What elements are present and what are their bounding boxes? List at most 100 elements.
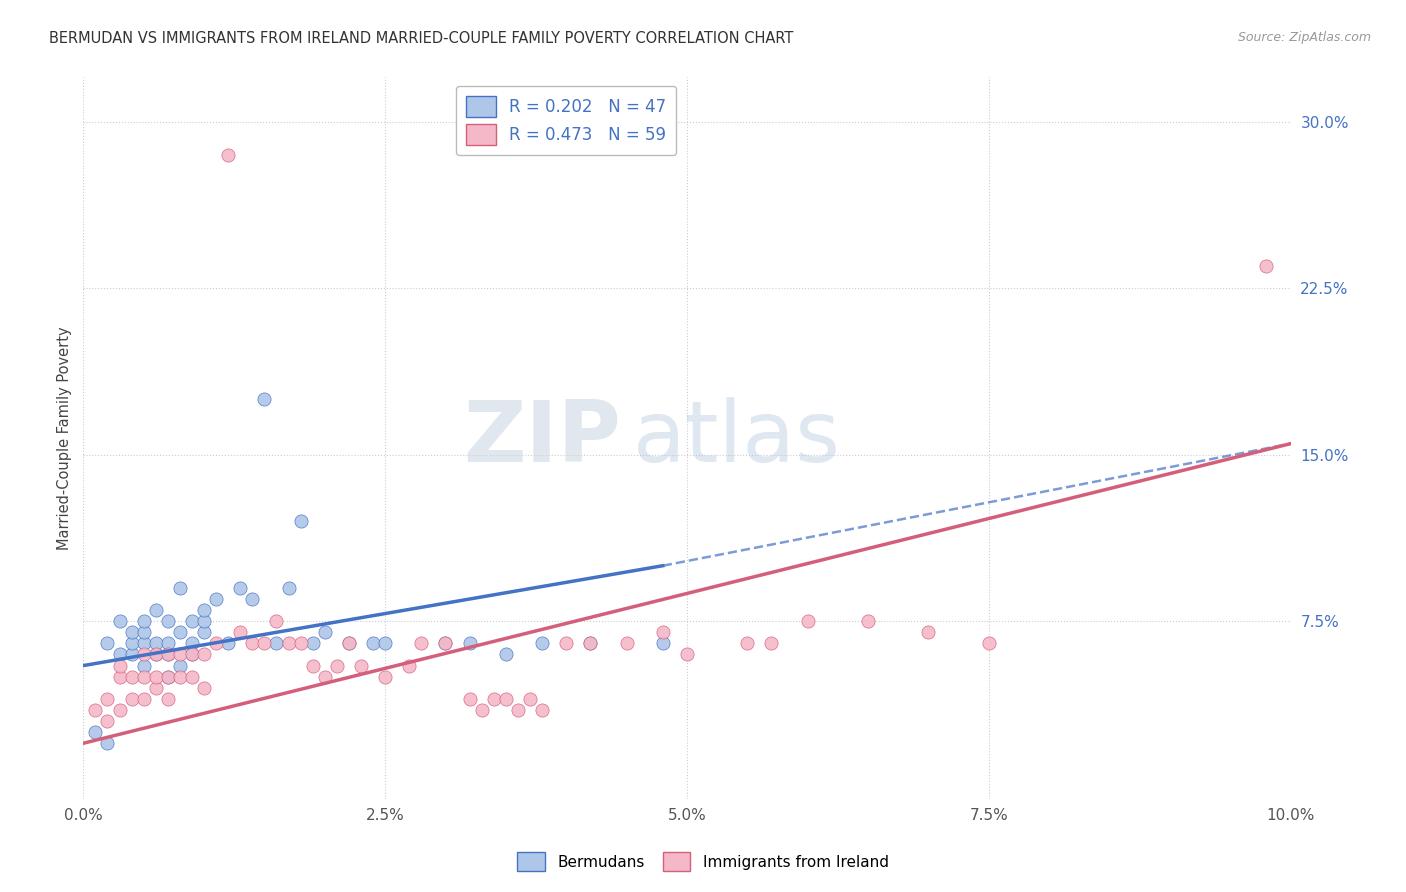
Point — [290, 514, 312, 528]
Point — [229, 581, 252, 595]
Point — [205, 592, 228, 607]
Point — [651, 625, 673, 640]
Point — [411, 636, 433, 650]
Point — [217, 636, 239, 650]
Point — [506, 703, 529, 717]
Point — [108, 658, 131, 673]
Point — [145, 648, 167, 662]
Point — [169, 648, 191, 662]
Point — [108, 670, 131, 684]
Point — [471, 703, 494, 717]
Point — [169, 658, 191, 673]
Point — [495, 692, 517, 706]
Point — [314, 625, 336, 640]
Point — [651, 636, 673, 650]
Point — [676, 648, 699, 662]
Point — [132, 625, 155, 640]
Point — [555, 636, 578, 650]
Point — [350, 658, 373, 673]
Point — [579, 636, 602, 650]
Point — [156, 614, 179, 628]
Point — [108, 614, 131, 628]
Point — [1256, 259, 1278, 273]
Point — [458, 692, 481, 706]
Point — [132, 636, 155, 650]
Point — [181, 614, 204, 628]
Point — [156, 648, 179, 662]
Point — [266, 636, 288, 650]
Point — [121, 636, 143, 650]
Point — [145, 636, 167, 650]
Point — [737, 636, 759, 650]
Point — [169, 625, 191, 640]
Point — [121, 648, 143, 662]
Point — [277, 581, 299, 595]
Point — [132, 692, 155, 706]
Point — [531, 703, 554, 717]
Point — [84, 703, 107, 717]
Point — [290, 636, 312, 650]
Point — [495, 648, 517, 662]
Point — [217, 148, 239, 162]
Point — [121, 692, 143, 706]
Point — [856, 614, 879, 628]
Point — [482, 692, 505, 706]
Legend: Bermudans, Immigrants from Ireland: Bermudans, Immigrants from Ireland — [512, 847, 894, 877]
Point — [337, 636, 360, 650]
Point — [301, 658, 323, 673]
Point — [277, 636, 299, 650]
Point — [121, 625, 143, 640]
Point — [96, 692, 118, 706]
Point — [145, 670, 167, 684]
Point — [361, 636, 384, 650]
Point — [434, 636, 457, 650]
Point — [121, 670, 143, 684]
Point — [181, 648, 204, 662]
Point — [229, 625, 252, 640]
Point — [337, 636, 360, 650]
Point — [519, 692, 541, 706]
Point — [917, 625, 939, 640]
Point — [616, 636, 638, 650]
Point — [240, 592, 263, 607]
Point — [253, 636, 276, 650]
Point — [108, 703, 131, 717]
Point — [169, 670, 191, 684]
Point — [132, 614, 155, 628]
Point — [193, 681, 215, 695]
Point — [132, 648, 155, 662]
Point — [205, 636, 228, 650]
Point — [156, 636, 179, 650]
Point — [156, 670, 179, 684]
Text: ZIP: ZIP — [463, 397, 620, 480]
Point — [96, 736, 118, 750]
Text: BERMUDAN VS IMMIGRANTS FROM IRELAND MARRIED-COUPLE FAMILY POVERTY CORRELATION CH: BERMUDAN VS IMMIGRANTS FROM IRELAND MARR… — [49, 31, 793, 46]
Point — [145, 648, 167, 662]
Point — [796, 614, 818, 628]
Y-axis label: Married-Couple Family Poverty: Married-Couple Family Poverty — [58, 326, 72, 549]
Point — [169, 581, 191, 595]
Point — [240, 636, 263, 650]
Text: atlas: atlas — [633, 397, 841, 480]
Legend: R = 0.202   N = 47, R = 0.473   N = 59: R = 0.202 N = 47, R = 0.473 N = 59 — [456, 86, 676, 155]
Point — [266, 614, 288, 628]
Point — [145, 681, 167, 695]
Point — [253, 392, 276, 407]
Text: Source: ZipAtlas.com: Source: ZipAtlas.com — [1237, 31, 1371, 45]
Point — [314, 670, 336, 684]
Point — [181, 648, 204, 662]
Point — [531, 636, 554, 650]
Point — [156, 648, 179, 662]
Point — [96, 636, 118, 650]
Point — [193, 625, 215, 640]
Point — [579, 636, 602, 650]
Point — [458, 636, 481, 650]
Point — [156, 692, 179, 706]
Point — [96, 714, 118, 728]
Point — [193, 648, 215, 662]
Point — [761, 636, 783, 650]
Point — [132, 670, 155, 684]
Point — [181, 636, 204, 650]
Point — [301, 636, 323, 650]
Point — [145, 603, 167, 617]
